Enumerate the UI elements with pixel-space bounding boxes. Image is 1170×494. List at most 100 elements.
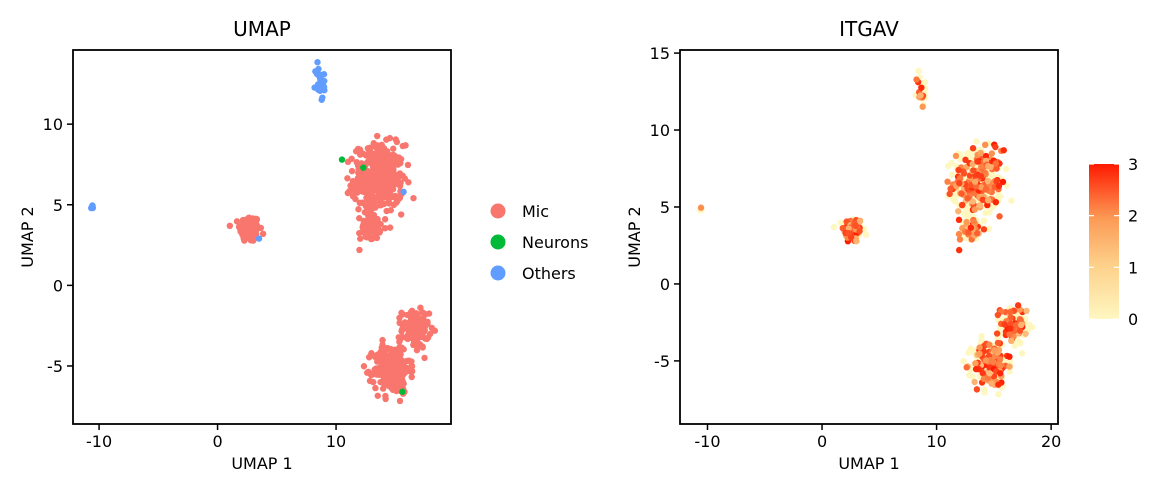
itgav-point: [978, 333, 985, 340]
umap-point-mic: [379, 165, 386, 173]
itgav-point: [1016, 339, 1024, 346]
umap-point-mic: [370, 163, 378, 170]
itgav-point: [994, 339, 1002, 347]
itgav-point: [1014, 302, 1022, 309]
umap-point-mic: [360, 363, 368, 370]
umap-point-mic: [344, 175, 351, 182]
itgav-point: [966, 371, 973, 379]
umap-point-mic: [384, 166, 392, 173]
itgav-point: [992, 160, 999, 167]
itgav-point: [1008, 197, 1015, 204]
umap-point-mic: [372, 365, 380, 372]
umap-point-mic: [382, 152, 390, 159]
umap-point-neurons: [399, 388, 406, 395]
umap-point-mic: [383, 183, 391, 190]
umap-point-mic: [388, 159, 395, 167]
itgav-point: [996, 356, 1004, 363]
umap-point-mic: [366, 223, 373, 230]
umap-point-others: [317, 76, 324, 83]
umap-point-mic: [403, 324, 410, 331]
umap-point-mic: [402, 142, 409, 149]
itgav-point: [993, 330, 1001, 337]
itgav-point: [972, 360, 979, 367]
itgav-point: [1012, 322, 1020, 329]
umap-point-mic: [349, 193, 357, 200]
umap-point-mic: [226, 222, 234, 230]
umap-y-axis: -5 0 5 10: [43, 115, 73, 376]
itgav-point: [1002, 165, 1010, 173]
umap-point-mic: [377, 355, 384, 362]
itgav-point: [697, 204, 705, 211]
itgav-point: [977, 172, 985, 180]
itgav-point: [837, 219, 845, 227]
umap-panel: UMAP -10 0 10 -5 0 5 10 UMAP 1 UMAP 2 Mic Neu…: [18, 17, 588, 473]
itgav-point: [990, 373, 998, 380]
umap-point-mic: [425, 310, 433, 317]
itgav-point: [915, 67, 922, 75]
umap-point-mic: [413, 314, 420, 321]
umap-point-mic: [253, 226, 260, 234]
itgav-point: [995, 391, 1002, 398]
itgav-point: [1018, 321, 1025, 329]
itgav-point: [955, 246, 963, 254]
colorbar-tick-label: 2: [1128, 207, 1138, 226]
umap-point-mic: [388, 380, 395, 388]
umap-point-mic: [249, 221, 256, 228]
umap-points: [88, 59, 439, 405]
itgav-point: [993, 165, 1000, 172]
itgav-point: [1022, 330, 1029, 337]
umap-point-mic: [346, 187, 353, 195]
itgav-point: [960, 357, 967, 365]
legend-label-neurons: Neurons: [522, 233, 588, 252]
itgav-point: [999, 178, 1007, 186]
umap-point-mic: [397, 179, 404, 186]
itgav-point: [830, 223, 838, 231]
itgav-y-tick-label: 0: [660, 275, 670, 294]
umap-point-mic: [414, 341, 421, 348]
itgav-point: [995, 182, 1003, 190]
umap-point-mic: [390, 145, 397, 152]
umap-point-mic: [370, 156, 377, 163]
umap-point-mic: [355, 206, 362, 213]
itgav-point: [1007, 325, 1014, 332]
umap-point-mic: [387, 375, 395, 383]
itgav-point: [948, 171, 956, 179]
itgav-point: [966, 347, 974, 355]
itgav-point: [963, 364, 970, 371]
umap-point-mic: [385, 174, 393, 181]
umap-point-mic: [408, 368, 416, 375]
itgav-point: [981, 386, 988, 393]
itgav-point: [997, 362, 1005, 369]
itgav-point: [963, 218, 970, 226]
legend-label-mic: Mic: [522, 202, 549, 221]
umap-point-mic: [377, 154, 385, 161]
itgav-point: [955, 208, 962, 215]
itgav-point: [844, 229, 852, 237]
umap-point-mic: [408, 373, 415, 381]
umap-point-mic: [417, 304, 424, 311]
itgav-point: [956, 236, 964, 243]
itgav-point: [852, 222, 860, 230]
umap-point-mic: [356, 246, 363, 254]
itgav-point: [971, 178, 979, 185]
umap-point-mic: [399, 172, 406, 179]
umap-point-mic: [421, 354, 428, 362]
umap-point-mic: [381, 216, 389, 223]
umap-point-mic: [363, 189, 371, 196]
itgav-point: [1007, 308, 1014, 316]
itgav-point: [971, 206, 978, 213]
umap-point-mic: [371, 169, 379, 176]
umap-point-mic: [245, 226, 253, 233]
umap-point-mic: [396, 336, 404, 343]
umap-legend: Mic Neurons Others: [490, 202, 588, 283]
umap-x-tick-label: 0: [212, 432, 222, 451]
itgav-point: [980, 226, 988, 233]
itgav-point: [976, 202, 984, 209]
umap-point-mic: [408, 325, 416, 332]
itgav-point: [988, 380, 995, 387]
umap-point-mic: [399, 367, 406, 374]
itgav-point: [952, 152, 960, 160]
itgav-point: [986, 209, 993, 216]
umap-point-mic: [242, 220, 249, 227]
umap-point-others: [316, 84, 323, 92]
